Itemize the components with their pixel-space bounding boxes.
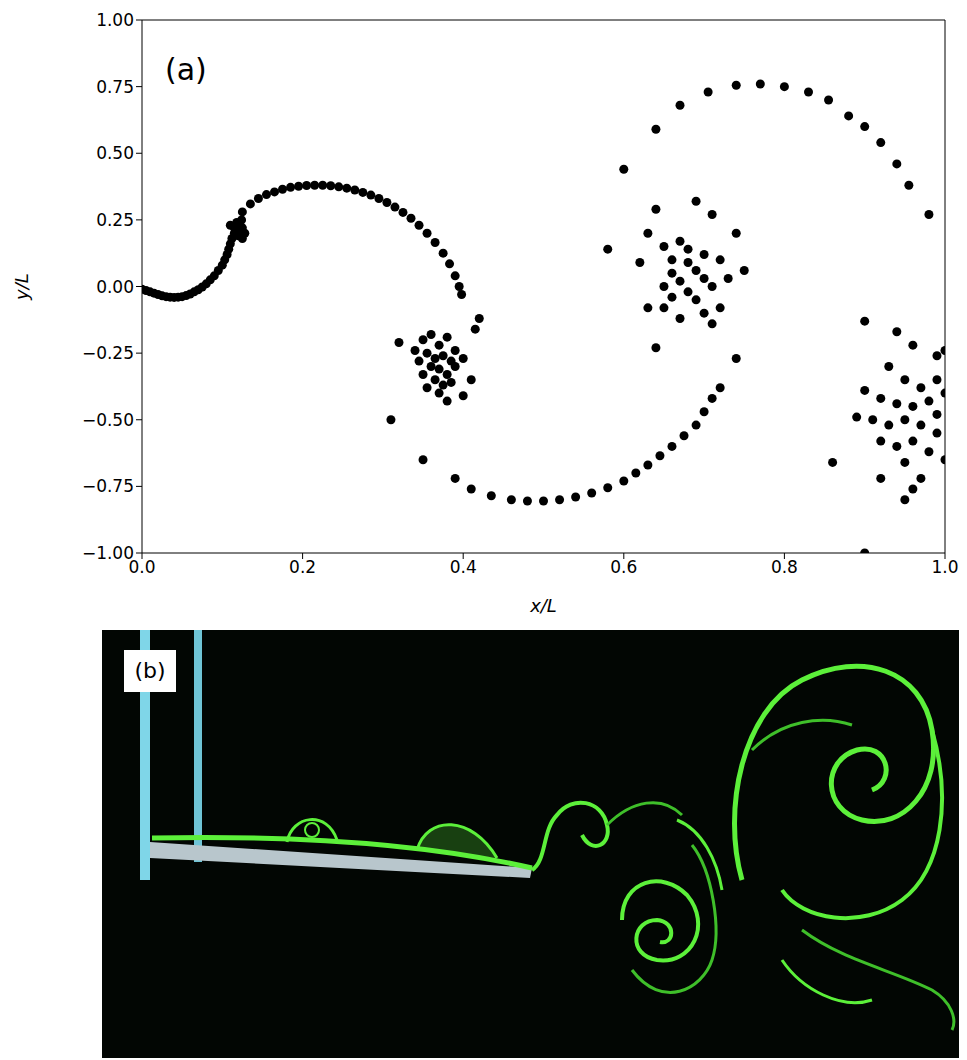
- svg-text:−0.50: −0.50: [82, 410, 134, 430]
- svg-text:y/L: y/L: [11, 273, 32, 301]
- svg-text:−0.75: −0.75: [82, 476, 134, 496]
- svg-text:−0.25: −0.25: [82, 343, 134, 363]
- svg-text:0.2: 0.2: [289, 557, 316, 577]
- svg-text:(b): (b): [134, 658, 165, 683]
- svg-text:0.0: 0.0: [128, 557, 156, 578]
- html-text:(a): (a): [165, 52, 207, 87]
- svg-text:0.4: 0.4: [450, 557, 477, 577]
- svg-text:1.00: 1.00: [96, 10, 134, 30]
- svg-text:0.00: 0.00: [96, 277, 134, 297]
- svg-text:−1.00: −1.00: [82, 543, 134, 563]
- svg-text:x/L: x/L: [529, 595, 557, 616]
- svg-text:0.6: 0.6: [610, 557, 637, 577]
- svg-text:1.0: 1.0: [931, 557, 958, 577]
- svg-text:0.50: 0.50: [96, 143, 134, 163]
- svg-text:0.25: 0.25: [96, 210, 134, 230]
- svg-text:0.75: 0.75: [96, 77, 134, 97]
- svg-text:0.8: 0.8: [771, 557, 798, 577]
